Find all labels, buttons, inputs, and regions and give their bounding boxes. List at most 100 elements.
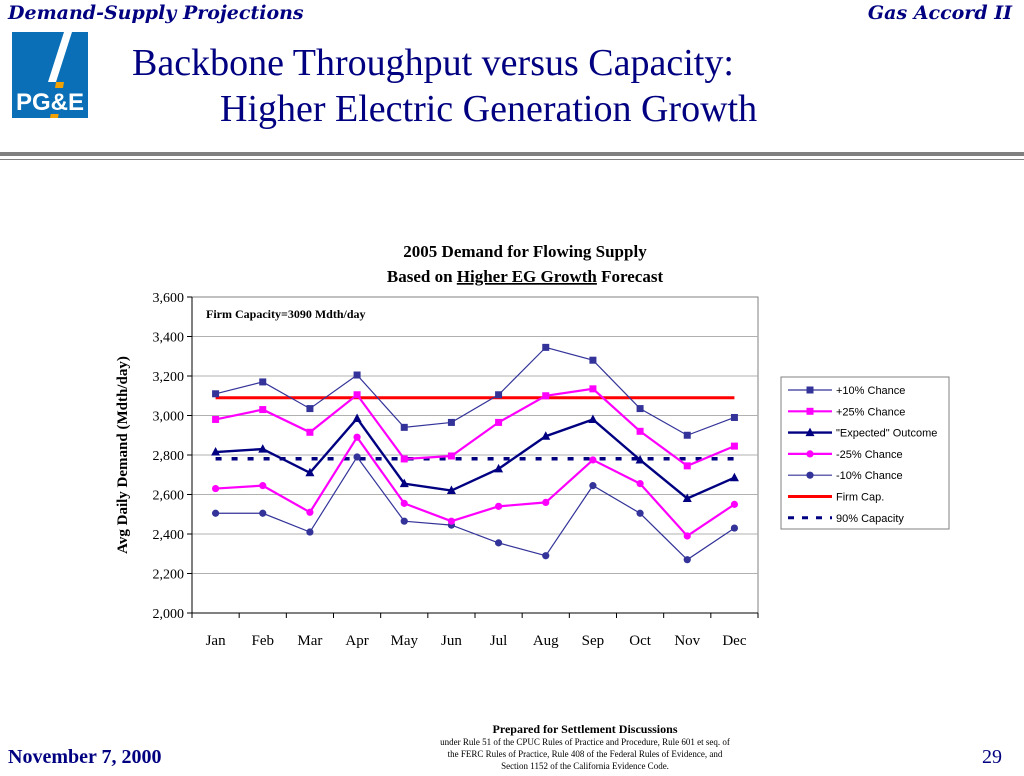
slide-title-line1: Backbone Throughput versus Capacity:: [132, 42, 734, 84]
x-tick-label: Apr: [345, 633, 368, 649]
y-axis: 2,000 2,200 2,400 2,600 2,800 3,000 3,200 3,400…: [153, 291, 193, 622]
series-2: [211, 413, 739, 502]
x-tick-label: Jan: [206, 633, 226, 649]
series-4-point: [683, 556, 691, 564]
legend-item-2-label: "Expected" Outcome: [836, 428, 937, 440]
series-2-point: [258, 444, 268, 453]
series-2-point: [588, 414, 598, 423]
x-tick-label: Sep: [582, 633, 605, 649]
series-1-point: [212, 415, 220, 423]
series-0-point: [259, 378, 267, 386]
y-tick-label: 2,200: [153, 568, 185, 583]
series-4-point: [400, 517, 408, 525]
series-4-point: [494, 539, 503, 547]
slide-title: Backbone Throughput versus Capacity: Hig…: [120, 40, 960, 132]
chart-title-prefix: Based on: [387, 267, 453, 286]
series-2-point: [352, 413, 362, 422]
series-3-point: [542, 498, 550, 506]
x-tick-label: Mar: [297, 633, 322, 649]
header-left-title: Demand-Supply Projections: [8, 2, 304, 24]
legend-item-0-marker: [806, 386, 814, 394]
series-3-point: [683, 532, 691, 540]
series-0-point: [495, 391, 503, 399]
y-tick-label: 2,800: [153, 449, 185, 464]
series-3-point: [589, 456, 597, 464]
title-rule-thin: [0, 159, 1024, 160]
series-3-point: [211, 484, 220, 493]
series-4-point: [353, 453, 361, 461]
firm-capacity-annotation: Firm Capacity=3090 Mdth/day: [206, 307, 366, 321]
series-3-point: [636, 480, 644, 488]
series-1-point: [447, 452, 455, 460]
series-1: [212, 385, 738, 470]
footer-date: November 7, 2000: [8, 746, 162, 768]
y-tick-label: 3,400: [153, 331, 185, 346]
series-2-point: [494, 463, 504, 473]
x-tick-label: May: [391, 633, 419, 649]
chart-title-suffix: Forecast: [601, 267, 663, 286]
pge-logo: PG&E: [12, 32, 88, 118]
series-3-point: [730, 500, 739, 508]
series-0-point: [542, 343, 550, 351]
y-tick-label: 3,600: [153, 291, 185, 306]
legend-item-1-label: +25% Chance: [836, 406, 905, 418]
x-tick-label: Feb: [252, 633, 275, 649]
legend-item-6: 90% Capacity: [788, 513, 904, 525]
series-4-point: [306, 528, 314, 536]
legend-item-3: -25% Chance: [788, 449, 903, 461]
series-4-point: [730, 524, 739, 532]
series-2-point: [399, 478, 409, 488]
settlement-notice: Prepared for Settlement Discussions unde…: [400, 722, 770, 772]
legend-item-6-label: 90% Capacity: [836, 513, 904, 525]
chart-title-line1: 2005 Demand for Flowing Supply: [403, 242, 647, 261]
series-group: [211, 343, 739, 564]
legend-item-4-marker: [806, 471, 814, 479]
x-tick-label: Jun: [441, 633, 462, 649]
legend-item-1-marker: [806, 407, 814, 415]
series-1-point: [495, 418, 503, 426]
series-3-line: [215, 435, 736, 538]
slide-title-line2: Higher Electric Generation Growth: [220, 88, 758, 130]
x-axis: Jan Feb Mar Apr May Jun Jul Aug Sep Oct Nov Dec: [191, 612, 759, 649]
series-0-point: [212, 390, 220, 398]
legend-item-0: +10% Chance: [788, 385, 905, 397]
notice-line-3: Section 1152 of the California Evidence …: [501, 761, 669, 771]
series-3-point: [494, 502, 503, 510]
series-0-point: [636, 405, 644, 413]
chart-title-emphasis: Higher EG Growth: [457, 267, 598, 286]
legend-item-5: Firm Cap.: [788, 492, 884, 504]
notice-line-2: the FERC Rules of Practice, Rule 408 of …: [447, 749, 723, 759]
series-0-line: [215, 346, 735, 436]
legend-item-4-label: -10% Chance: [836, 470, 903, 482]
legend-item-4: -10% Chance: [788, 470, 903, 482]
series-1-point: [589, 385, 597, 393]
series-0-point: [589, 356, 597, 364]
series-0: [212, 343, 738, 439]
series-2-point: [682, 493, 692, 502]
series-0-point: [730, 413, 738, 421]
series-1-point: [306, 428, 314, 436]
series-3-point: [306, 508, 314, 516]
series-3-point: [259, 482, 267, 490]
series-1-point: [259, 406, 267, 414]
legend: +10% Chance +25% Chance "Expected" Outcome…: [780, 376, 950, 530]
series-2-point: [635, 454, 645, 464]
series-4-point: [259, 509, 267, 517]
series-1-point: [730, 442, 738, 450]
header-right-title: Gas Accord II: [867, 2, 1012, 24]
series-1-point: [353, 391, 361, 399]
series-3: [211, 433, 739, 540]
series-4-point: [636, 509, 644, 517]
series-2-point: [211, 447, 221, 456]
legend-item-5-label: Firm Cap.: [836, 492, 884, 504]
series-2-point: [729, 472, 739, 482]
y-axis-label: Avg Daily Demand (Mdth/day): [115, 356, 131, 554]
series-1-point: [400, 455, 408, 463]
notice-line-1: under Rule 51 of the CPUC Rules of Pract…: [440, 737, 730, 747]
x-tick-label: Dec: [722, 633, 746, 649]
title-rule-thick: [0, 152, 1024, 156]
legend-item-3-label: -25% Chance: [836, 449, 903, 461]
series-1-point: [542, 392, 550, 400]
series-4-line: [215, 455, 735, 561]
y-tick-label: 2,400: [153, 528, 185, 543]
